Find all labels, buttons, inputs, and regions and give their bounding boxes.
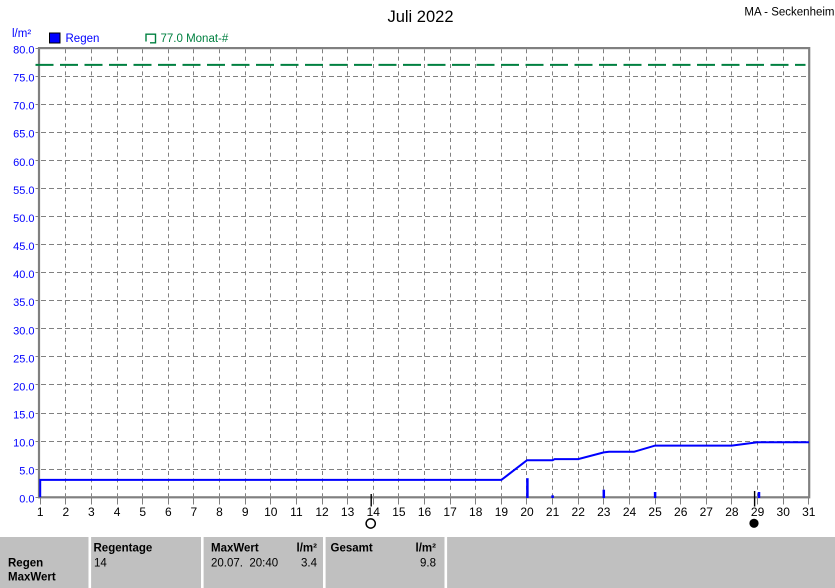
svg-text:2: 2 bbox=[62, 505, 69, 519]
svg-text:1: 1 bbox=[37, 505, 44, 519]
svg-text:11: 11 bbox=[290, 505, 303, 519]
svg-text:21: 21 bbox=[546, 505, 560, 519]
svg-text:MaxWert: MaxWert bbox=[211, 543, 259, 555]
svg-text:5.0: 5.0 bbox=[19, 466, 34, 478]
svg-text:l/m²: l/m² bbox=[12, 28, 31, 40]
svg-text:28: 28 bbox=[725, 505, 739, 519]
svg-text:31: 31 bbox=[802, 505, 816, 519]
svg-text:3: 3 bbox=[88, 505, 95, 519]
svg-text:77.0 Monat-#: 77.0 Monat-# bbox=[161, 33, 229, 45]
svg-text:Regentage: Regentage bbox=[94, 543, 153, 555]
svg-text:18: 18 bbox=[469, 505, 483, 519]
svg-text:l/m²: l/m² bbox=[297, 543, 318, 555]
svg-text:70.0: 70.0 bbox=[13, 101, 34, 113]
svg-text:Juli 2022: Juli 2022 bbox=[387, 8, 453, 26]
svg-text:20: 20 bbox=[520, 505, 534, 519]
svg-text:9: 9 bbox=[242, 505, 249, 519]
svg-text:4: 4 bbox=[114, 505, 121, 519]
svg-text:55.0: 55.0 bbox=[13, 185, 34, 197]
svg-text:25.0: 25.0 bbox=[13, 353, 34, 365]
svg-text:MA - Seckenheim: MA - Seckenheim bbox=[744, 7, 834, 19]
svg-text:25: 25 bbox=[648, 505, 662, 519]
svg-text:17: 17 bbox=[443, 505, 457, 519]
svg-text:20.0: 20.0 bbox=[13, 381, 34, 393]
svg-text:l/m²: l/m² bbox=[416, 543, 437, 555]
svg-text:Regen: Regen bbox=[66, 33, 100, 45]
svg-text:9.8: 9.8 bbox=[420, 558, 436, 570]
svg-text:30: 30 bbox=[777, 505, 791, 519]
svg-text:35.0: 35.0 bbox=[13, 297, 34, 309]
svg-text:5: 5 bbox=[139, 505, 146, 519]
svg-text:29: 29 bbox=[751, 505, 765, 519]
svg-text:75.0: 75.0 bbox=[13, 73, 34, 85]
svg-text:15.0: 15.0 bbox=[13, 410, 34, 422]
svg-text:65.0: 65.0 bbox=[13, 129, 34, 141]
svg-text:24: 24 bbox=[623, 505, 637, 519]
svg-text:MaxWert: MaxWert bbox=[8, 572, 56, 584]
svg-text:7: 7 bbox=[191, 505, 198, 519]
svg-text:10: 10 bbox=[264, 505, 278, 519]
svg-text:19: 19 bbox=[495, 505, 509, 519]
svg-text:14: 14 bbox=[367, 505, 381, 519]
svg-text:30.0: 30.0 bbox=[13, 325, 34, 337]
svg-text:27: 27 bbox=[700, 505, 714, 519]
svg-text:16: 16 bbox=[418, 505, 432, 519]
svg-text:22: 22 bbox=[572, 505, 586, 519]
svg-text:3.4: 3.4 bbox=[301, 558, 318, 570]
svg-text:12: 12 bbox=[315, 505, 329, 519]
svg-text:80.0: 80.0 bbox=[13, 45, 34, 57]
svg-text:8: 8 bbox=[216, 505, 223, 519]
svg-text:Regen: Regen bbox=[8, 558, 43, 570]
svg-text:45.0: 45.0 bbox=[13, 241, 34, 253]
svg-text:50.0: 50.0 bbox=[13, 213, 34, 225]
svg-text:13: 13 bbox=[341, 505, 355, 519]
svg-text:23: 23 bbox=[597, 505, 611, 519]
svg-text:14: 14 bbox=[94, 558, 107, 570]
svg-text:20.07. 20:40: 20.07. 20:40 bbox=[211, 558, 278, 570]
svg-text:15: 15 bbox=[392, 505, 406, 519]
svg-text:Gesamt: Gesamt bbox=[331, 543, 373, 555]
svg-text:0.0: 0.0 bbox=[19, 494, 34, 506]
svg-text:6: 6 bbox=[165, 505, 172, 519]
svg-text:10.0: 10.0 bbox=[13, 438, 34, 450]
svg-text:60.0: 60.0 bbox=[13, 157, 34, 169]
svg-text:40.0: 40.0 bbox=[13, 269, 34, 281]
svg-text:26: 26 bbox=[674, 505, 688, 519]
